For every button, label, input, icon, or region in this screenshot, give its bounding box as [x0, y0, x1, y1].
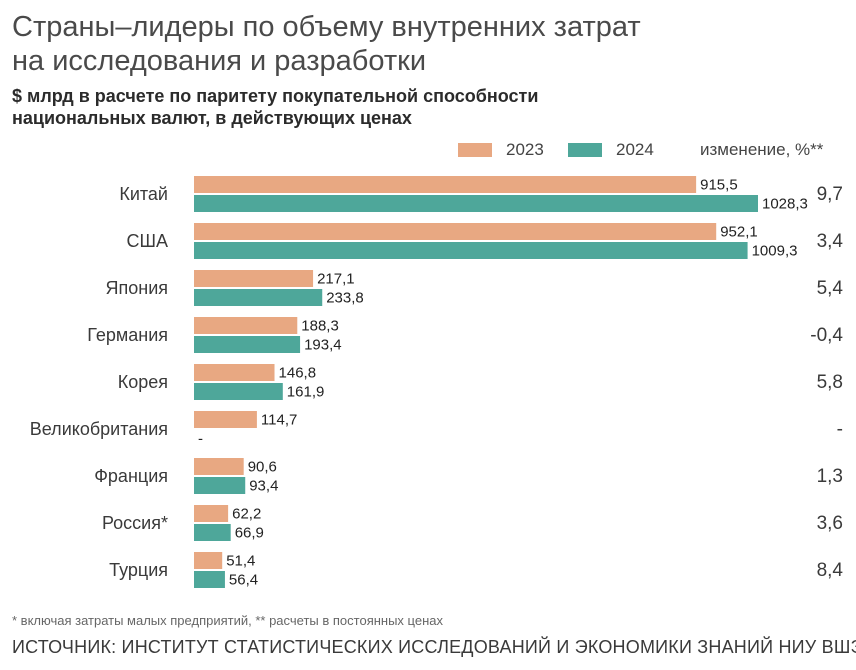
title-line-2: на исследования и разработки — [12, 45, 427, 77]
category-label: Турция — [109, 560, 168, 580]
bar-2023 — [194, 176, 697, 193]
bar-2023 — [194, 552, 223, 569]
change-value: -0,4 — [810, 325, 843, 346]
change-value: 8,4 — [817, 560, 844, 581]
bar-2023 — [194, 505, 229, 522]
change-value: 9,7 — [817, 184, 843, 205]
change-column-header: изменение, %** — [700, 140, 824, 159]
chart-subtitle: $ млрд в расчете по паритету покупательн… — [12, 85, 842, 129]
subtitle-line-1: $ млрд в расчете по паритету покупательн… — [12, 86, 539, 106]
bar-2024 — [194, 524, 231, 541]
change-value: 3,4 — [817, 231, 844, 252]
legend-item-2023: 2023 — [458, 140, 544, 160]
change-value: - — [837, 419, 843, 440]
source-note: ИСТОЧНИК: ИНСТИТУТ СТАТИСТИЧЕСКИХ ИССЛЕД… — [12, 637, 856, 657]
title-line-1: Страны–лидеры по объему внутренних затра… — [12, 11, 641, 43]
bar-2024 — [194, 383, 283, 400]
bar-2023 — [194, 458, 244, 475]
legend-swatch-2024 — [568, 143, 602, 157]
legend-swatch-2023 — [458, 143, 492, 157]
data-label-2023: 952,1 — [720, 224, 758, 241]
data-label-2023: 915,5 — [700, 177, 738, 194]
bar-2024 — [194, 242, 748, 259]
legend-item-2024: 2024 — [568, 140, 654, 160]
data-label-2023: 51,4 — [226, 553, 255, 570]
data-label-2024: 193,4 — [304, 337, 342, 354]
bar-2024 — [194, 289, 323, 306]
category-label: Китай — [119, 184, 168, 204]
legend-label-2023: 2023 — [506, 140, 544, 159]
bar-2023 — [194, 317, 298, 334]
category-label: Германия — [87, 325, 168, 345]
chart-title: Страны–лидеры по объему внутренних затра… — [12, 10, 842, 78]
category-label: Корея — [118, 372, 168, 392]
change-value: 5,4 — [817, 278, 844, 299]
data-label-2024: 161,9 — [287, 384, 325, 401]
category-label: США — [126, 231, 168, 251]
data-label-2024: - — [198, 431, 203, 448]
data-label-2024: 1028,3 — [762, 196, 808, 213]
bar-2024 — [194, 571, 225, 588]
category-label: Россия* — [102, 513, 168, 533]
data-label-2024: 66,9 — [235, 525, 264, 542]
data-label-2023: 114,7 — [261, 412, 297, 429]
change-value: 3,6 — [817, 513, 843, 534]
bar-2023 — [194, 223, 717, 240]
data-label-2023: 90,6 — [248, 459, 277, 476]
data-label-2023: 217,1 — [317, 271, 355, 288]
data-label-2023: 188,3 — [301, 318, 339, 335]
category-label: Великобритания — [30, 419, 168, 439]
data-label-2024: 233,8 — [326, 290, 364, 307]
category-label: Франция — [94, 466, 168, 486]
data-label-2023: 146,8 — [279, 365, 317, 382]
change-value: 1,3 — [817, 466, 843, 487]
bar-2024 — [194, 195, 758, 212]
data-label-2024: 56,4 — [229, 572, 258, 589]
data-label-2024: 93,4 — [249, 478, 278, 495]
data-label-2024: 1009,3 — [752, 243, 798, 260]
subtitle-line-2: национальных валют, в действующих ценах — [12, 108, 412, 128]
bar-2023 — [194, 364, 275, 381]
category-label: Япония — [106, 278, 169, 298]
bar-chart: Китай 915,5 1028,3 9,7 США 952,1 1009,3 3,4 Япон… — [30, 176, 844, 589]
change-value: 5,8 — [817, 372, 843, 393]
data-label-2023: 62,2 — [232, 506, 261, 523]
bar-2024 — [194, 336, 301, 353]
bar-2024 — [194, 477, 246, 494]
footnote: * включая затраты малых предприятий, ** … — [12, 613, 443, 628]
bar-2023 — [194, 270, 314, 287]
bar-2023 — [194, 411, 257, 428]
legend-label-2024: 2024 — [616, 140, 654, 159]
